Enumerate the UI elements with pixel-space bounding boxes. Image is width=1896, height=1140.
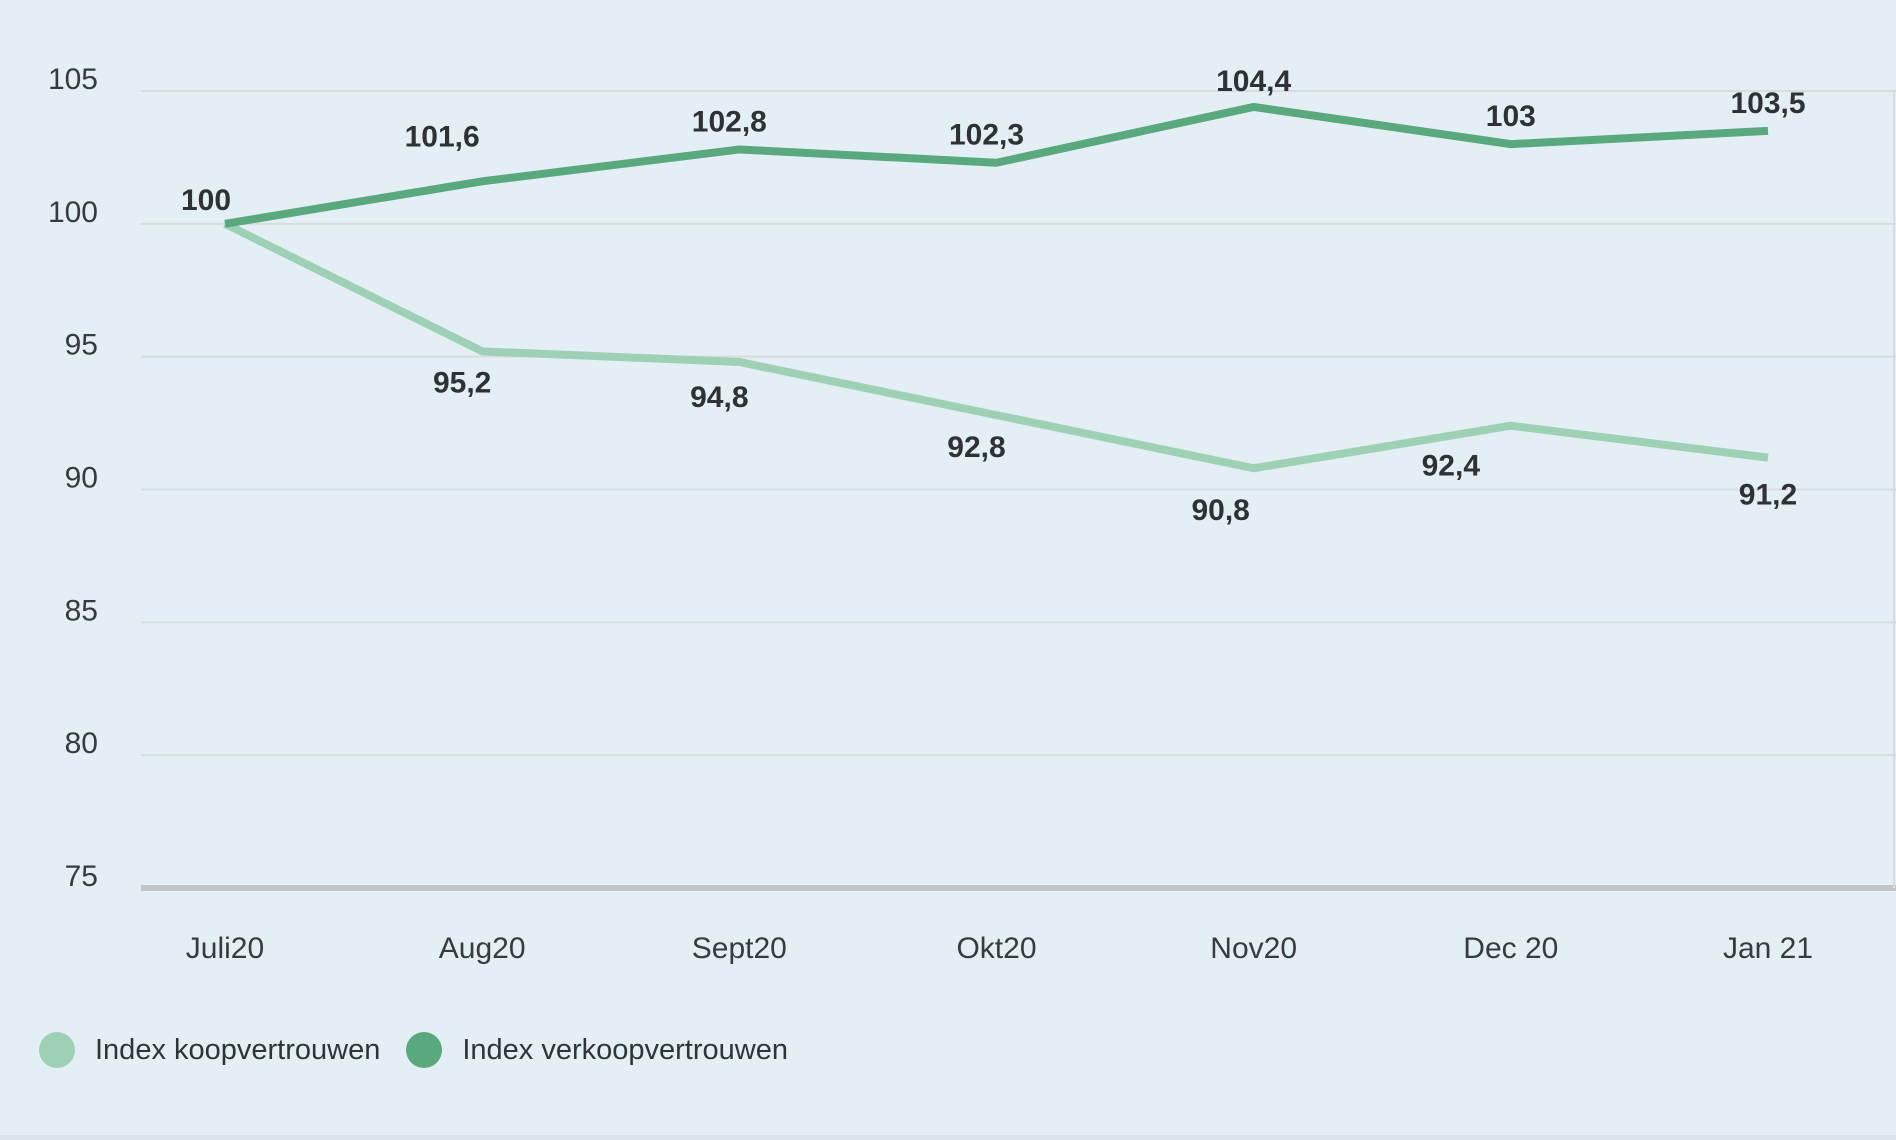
legend-dot-koopvertrouwen-icon (39, 1032, 75, 1068)
svg-text:75: 75 (65, 860, 98, 893)
svg-text:105: 105 (48, 63, 98, 96)
svg-text:80: 80 (65, 727, 98, 760)
svg-text:95: 95 (65, 329, 98, 362)
svg-text:Sept20: Sept20 (692, 932, 787, 965)
svg-text:91,2: 91,2 (1739, 479, 1797, 512)
svg-text:85: 85 (65, 594, 98, 627)
svg-text:104,4: 104,4 (1216, 65, 1291, 98)
legend-label-koopvertrouwen: Index koopvertrouwen (95, 1033, 381, 1066)
svg-text:100: 100 (48, 196, 98, 229)
svg-text:Dec 20: Dec 20 (1463, 932, 1558, 965)
bottom-edge-strip (0, 1135, 1896, 1140)
svg-text:90,8: 90,8 (1191, 494, 1249, 527)
svg-text:Aug20: Aug20 (439, 932, 526, 965)
svg-text:Nov20: Nov20 (1210, 932, 1297, 965)
svg-text:90: 90 (65, 462, 98, 495)
svg-text:Juli20: Juli20 (186, 932, 264, 965)
legend-dot-verkoopvertrouwen-icon (406, 1032, 443, 1068)
svg-text:102,8: 102,8 (692, 105, 767, 138)
svg-text:103: 103 (1486, 100, 1536, 133)
svg-text:100: 100 (181, 184, 231, 217)
svg-text:101,6: 101,6 (405, 120, 480, 153)
svg-text:Jan 21: Jan 21 (1723, 932, 1813, 965)
svg-text:94,8: 94,8 (690, 381, 748, 414)
svg-text:Okt20: Okt20 (956, 932, 1036, 965)
svg-text:102,3: 102,3 (949, 119, 1024, 152)
svg-text:92,8: 92,8 (947, 431, 1005, 464)
legend: Index koopvertrouwen Index verkoopvertro… (39, 1031, 788, 1069)
legend-label-verkoopvertrouwen: Index verkoopvertrouwen (462, 1033, 788, 1066)
svg-text:103,5: 103,5 (1730, 87, 1805, 120)
legend-item-koopvertrouwen[interactable]: Index koopvertrouwen (39, 1032, 380, 1068)
svg-text:95,2: 95,2 (433, 366, 491, 399)
svg-text:92,4: 92,4 (1422, 450, 1481, 483)
legend-item-verkoopvertrouwen[interactable]: Index verkoopvertrouwen (406, 1032, 788, 1068)
